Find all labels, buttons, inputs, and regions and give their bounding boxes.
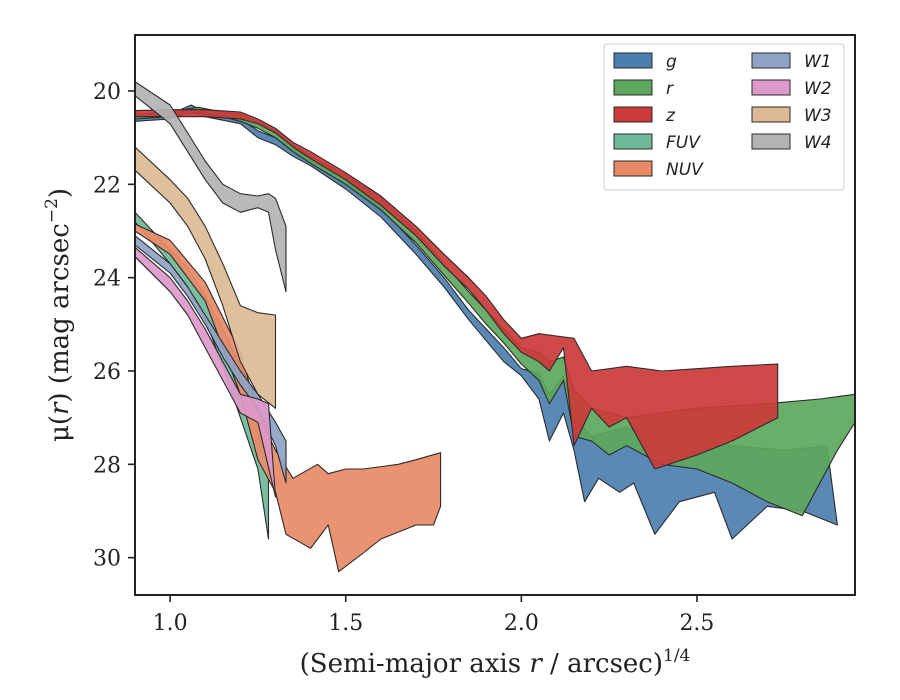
legend-swatch-w2 <box>751 79 791 96</box>
legend-label-w3: W3 <box>804 106 832 126</box>
legend-label-w4: W4 <box>804 133 832 153</box>
y-tick-label: 30 <box>93 547 121 572</box>
y-axis-label: μ(r) (mag arcsec−2) <box>42 188 75 442</box>
legend-label-z: z <box>665 106 676 126</box>
series-layer <box>134 81 856 573</box>
band-w1 <box>134 235 287 484</box>
legend-swatch-fuv <box>613 133 653 150</box>
plot-frame <box>134 34 856 596</box>
legend-swatch-nuv <box>613 160 653 177</box>
legend-label-w1: W1 <box>804 52 832 72</box>
band-nuv <box>134 223 442 573</box>
y-tick-label: 24 <box>93 267 121 292</box>
y-label-var: r <box>45 401 75 415</box>
legend-swatch-w4 <box>751 133 791 150</box>
legend-swatch-w1 <box>751 52 791 69</box>
band-w4 <box>134 81 287 293</box>
x-tick-label: 2.5 <box>679 611 714 636</box>
legend-swatch-r <box>613 79 653 96</box>
y-label-sup: −2 <box>42 198 62 223</box>
x-axis-label: (Semi-major axis r / arcsec)1/4 <box>300 646 691 679</box>
x-label-sup: 1/4 <box>663 646 690 666</box>
band-z <box>134 109 779 470</box>
band-w3 <box>134 146 277 409</box>
y-label-main: μ( <box>45 415 75 442</box>
y-tick-label: 28 <box>93 453 121 478</box>
legend: grz FUV NUV W1 W2 W3 W4 <box>603 43 845 191</box>
y-label-end: ) <box>45 188 75 198</box>
legend-label-nuv: NUV <box>666 160 704 180</box>
x-label-main: (Semi-major axis <box>300 649 530 679</box>
x-label-mid: / arcsec) <box>542 649 663 679</box>
legend-label-g: g <box>666 52 677 72</box>
x-tick-label: 2.0 <box>504 611 539 636</box>
legend-swatch-g <box>613 52 653 69</box>
legend-swatch-w3 <box>751 106 791 123</box>
legend-swatch-z <box>613 106 653 123</box>
legend-label-fuv: FUV <box>666 133 701 153</box>
y-tick-label: 20 <box>93 80 121 105</box>
legend-label-w2: W2 <box>804 79 832 99</box>
y-tick-label: 26 <box>93 360 121 385</box>
band-w2 <box>134 246 277 498</box>
legend-label-r: r <box>666 79 674 99</box>
ticks-layer: 1.0 1.5 2.0 2.5 20 22 24 26 28 30 <box>93 80 714 636</box>
x-label-var: r <box>529 649 543 679</box>
x-tick-label: 1.0 <box>153 611 188 636</box>
x-tick-label: 1.5 <box>328 611 363 636</box>
y-label-mid: ) (mag arcsec <box>45 223 75 402</box>
y-tick-label: 22 <box>93 173 121 198</box>
